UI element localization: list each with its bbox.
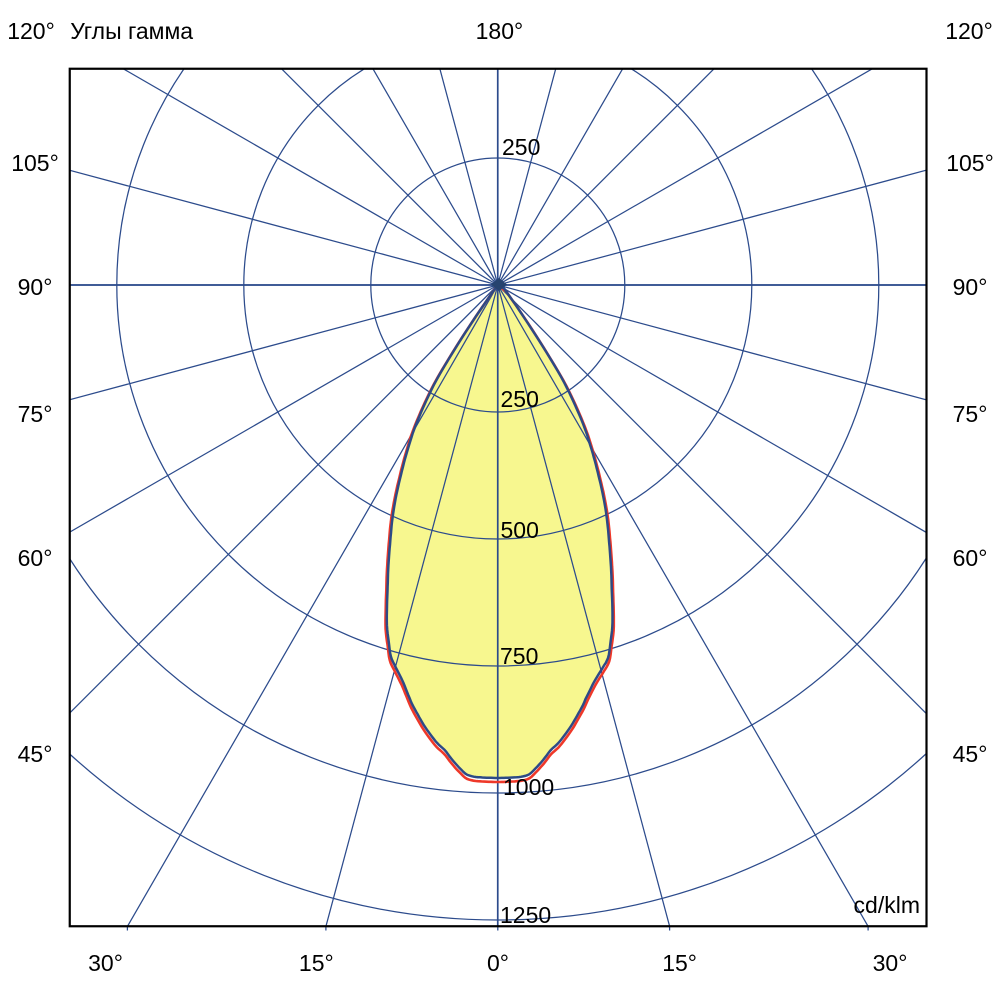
svg-text:500: 500 xyxy=(501,517,539,543)
svg-text:1000: 1000 xyxy=(503,774,554,800)
svg-text:75°: 75° xyxy=(18,401,53,427)
svg-text:75°: 75° xyxy=(953,401,988,427)
svg-text:250: 250 xyxy=(501,386,539,412)
svg-text:1250: 1250 xyxy=(500,902,551,928)
svg-text:Углы гамма: Углы гамма xyxy=(70,18,193,44)
svg-text:105°: 105° xyxy=(946,150,994,176)
svg-text:90°: 90° xyxy=(18,274,53,300)
svg-text:750: 750 xyxy=(500,643,538,669)
svg-text:45°: 45° xyxy=(18,741,53,767)
svg-text:45°: 45° xyxy=(953,741,988,767)
svg-text:120°: 120° xyxy=(7,18,55,44)
svg-text:15°: 15° xyxy=(299,950,334,976)
svg-text:60°: 60° xyxy=(18,545,53,571)
svg-text:120°: 120° xyxy=(945,18,993,44)
svg-text:250: 250 xyxy=(502,134,540,160)
svg-text:30°: 30° xyxy=(88,950,123,976)
svg-text:105°: 105° xyxy=(11,150,59,176)
svg-text:cd/klm: cd/klm xyxy=(854,892,920,918)
svg-text:0°: 0° xyxy=(487,950,509,976)
svg-text:30°: 30° xyxy=(873,950,908,976)
svg-text:180°: 180° xyxy=(476,18,524,44)
svg-text:60°: 60° xyxy=(953,545,988,571)
svg-text:90°: 90° xyxy=(953,274,988,300)
svg-text:15°: 15° xyxy=(662,950,697,976)
